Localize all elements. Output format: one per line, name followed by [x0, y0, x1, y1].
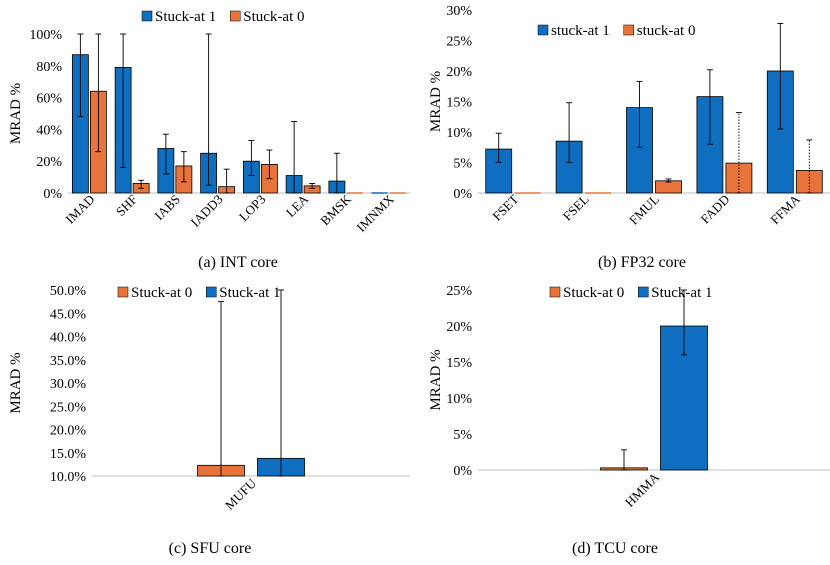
y-tick-label: 0% [453, 187, 472, 202]
y-tick-label: 0% [453, 464, 472, 479]
legend-label: Stuck-at 1 [219, 285, 280, 301]
caption-tcu-core: (d) TCU core [572, 540, 658, 557]
legend-swatch [549, 286, 561, 298]
y-tick-label: 5% [453, 157, 472, 172]
legend-label: Stuck-at 0 [243, 9, 304, 25]
x-tick-label: HMMA [622, 469, 663, 510]
x-tick-label: FMUL [626, 191, 662, 227]
y-tick-label: 60% [36, 92, 62, 107]
bar-fmul-stuck-at-0 [655, 180, 682, 194]
y-tick-label: 30.0% [50, 377, 87, 392]
y-tick-label: 25% [446, 284, 472, 299]
legend-swatch [230, 10, 241, 22]
legend-swatch [117, 286, 129, 298]
x-tick-label: IABS [151, 192, 183, 224]
x-tick-label: IADD3 [188, 192, 226, 230]
x-tick-label: FADD [698, 192, 733, 227]
y-tick-label: 20.0% [50, 424, 87, 439]
x-tick-label: LEA [283, 191, 312, 220]
legend-label: Stuck-at 1 [651, 285, 712, 301]
x-tick-label: SHF [113, 192, 140, 219]
legend-swatch [537, 24, 549, 36]
y-tick-label: 15% [446, 356, 472, 371]
x-tick-label: FSET [489, 191, 521, 223]
y-tick-label: 25% [446, 35, 472, 50]
y-tick-label: 10% [446, 126, 472, 141]
legend-label: stuck-at 1 [551, 23, 610, 39]
x-tick-label: LOP3 [236, 192, 269, 225]
y-tick-label: 40.0% [50, 331, 87, 346]
y-tick-label: 50.0% [50, 284, 87, 299]
y-tick-label: 10.0% [50, 470, 87, 485]
caption-fp32-core: (b) FP32 core [598, 254, 686, 271]
caption-int-core: (a) INT core [198, 254, 278, 271]
y-tick-label: 100% [29, 28, 62, 43]
legend-swatch [623, 24, 634, 36]
x-tick-label: BMSK [317, 191, 354, 228]
y-tick-label: 20% [446, 65, 472, 80]
legend-label: Stuck-at 0 [131, 285, 192, 301]
legend-swatch [638, 286, 649, 298]
y-tick-label: 10% [446, 392, 472, 407]
legend-label: Stuck-at 1 [155, 9, 216, 25]
y-axis-label: MRAD % [8, 83, 24, 144]
y-tick-label: 0% [43, 187, 62, 202]
chart-fp32-core: 0% 5% 10% 15% 20% 25% 30% MRAD % FSET FSEL FMUL FAD… [428, 4, 830, 228]
y-tick-label: 20% [36, 155, 62, 170]
x-tick-label: IMAD [62, 192, 97, 227]
legend-swatch [141, 10, 153, 22]
legend-swatch [206, 286, 217, 298]
y-tick-label: 80% [36, 60, 62, 75]
y-tick-label: 45.0% [50, 307, 87, 322]
y-tick-label: 15% [446, 96, 472, 111]
x-tick-label: MUFU [222, 475, 260, 513]
x-tick-label: IMNMX [353, 191, 397, 235]
y-tick-label: 35.0% [50, 354, 87, 369]
caption-sfu-core: (c) SFU core [168, 540, 252, 557]
legend-label: Stuck-at 0 [563, 285, 624, 301]
chart-tcu-core: 0% 5% 10% 15% 20% 25% MRAD % HMMA Stuck-at 0 Stuc… [428, 284, 830, 510]
y-axis-label: MRAD % [428, 349, 444, 410]
y-tick-label: 15.0% [50, 447, 87, 462]
y-axis-label: MRAD % [428, 71, 444, 132]
chart-sfu-core: 10.0% 15.0% 20.0% 25.0% 30.0% 35.0% 40.0% 45.0%… [8, 284, 410, 513]
x-tick-label: FSEL [560, 191, 592, 223]
y-tick-label: 40% [36, 123, 62, 138]
y-tick-label: 25.0% [50, 400, 87, 415]
y-tick-label: 30% [446, 4, 472, 19]
y-tick-label: 20% [446, 320, 472, 335]
y-tick-label: 5% [453, 428, 472, 443]
legend-label: stuck-at 0 [637, 23, 696, 39]
y-axis-label: MRAD % [8, 352, 24, 413]
chart-int-core: 0% 20% 40% 60% 80% 100% MRAD % IMAD SHF IABS IADD3… [8, 9, 410, 235]
x-tick-label: FFMA [767, 191, 803, 227]
